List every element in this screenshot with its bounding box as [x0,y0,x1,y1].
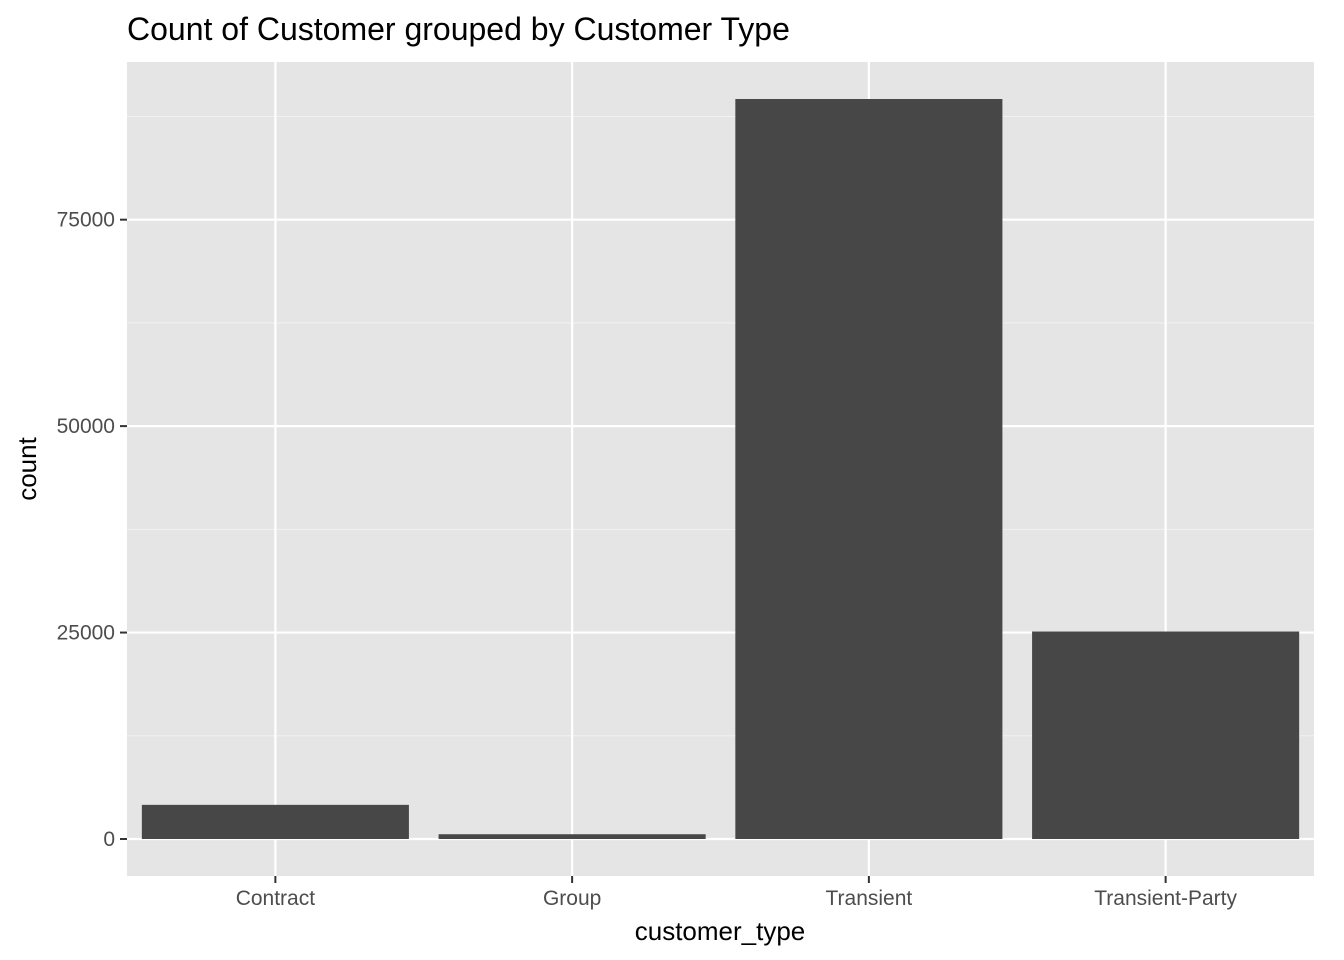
chart-title: Count of Customer grouped by Customer Ty… [127,11,790,47]
y-axis: 0 25000 50000 75000 [57,209,127,851]
x-tick-label: Contract [236,887,316,910]
x-tick-label: Group [543,887,601,910]
bar-group [438,834,706,839]
y-tick-label: 50000 [57,415,115,438]
y-tick-label: 75000 [57,209,115,232]
x-axis: Contract Group Transient Transient-Party [236,876,1238,910]
y-axis-title: count [12,436,42,500]
x-axis-title: customer_type [635,916,806,946]
y-tick-label: 0 [103,828,115,851]
bar-transient-party [1032,631,1300,839]
y-tick-label: 25000 [57,622,115,645]
bars [141,99,1300,839]
bar-contract [141,804,409,839]
bar-transient [735,99,1003,839]
x-tick-label: Transient [825,887,912,910]
x-tick-label: Transient-Party [1094,887,1237,910]
